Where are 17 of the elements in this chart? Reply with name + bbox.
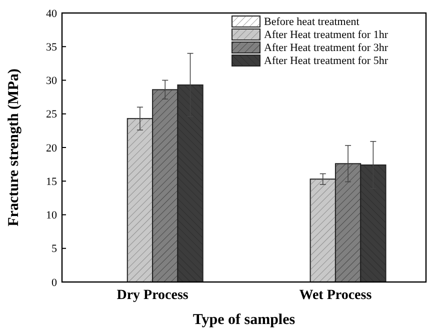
legend-label: After Heat treatment for 3hr [264,42,388,54]
y-tick-label: 0 [52,276,58,289]
x-tick-label: Wet Process [299,288,372,303]
y-tick-label: 5 [52,243,58,256]
y-tick-label: 25 [46,108,58,121]
legend-label: After Heat treatment for 5hr [264,55,388,67]
x-tick-label: Dry Process [116,288,189,303]
y-tick-label: 35 [46,41,58,54]
legend-label: After Heat treatment for 1hr [264,29,388,41]
y-tick-label: 40 [46,8,58,20]
y-tick-label: 20 [46,142,58,154]
y-tick-label: 15 [46,176,58,188]
y-tick-label: 10 [46,210,58,222]
x-axis-title: Type of samples [192,312,296,328]
y-axis-title: Fracture strength (MPa) [6,68,22,226]
y-tick-label: 30 [46,75,58,88]
legend-label: Before heat treatment [264,16,360,28]
